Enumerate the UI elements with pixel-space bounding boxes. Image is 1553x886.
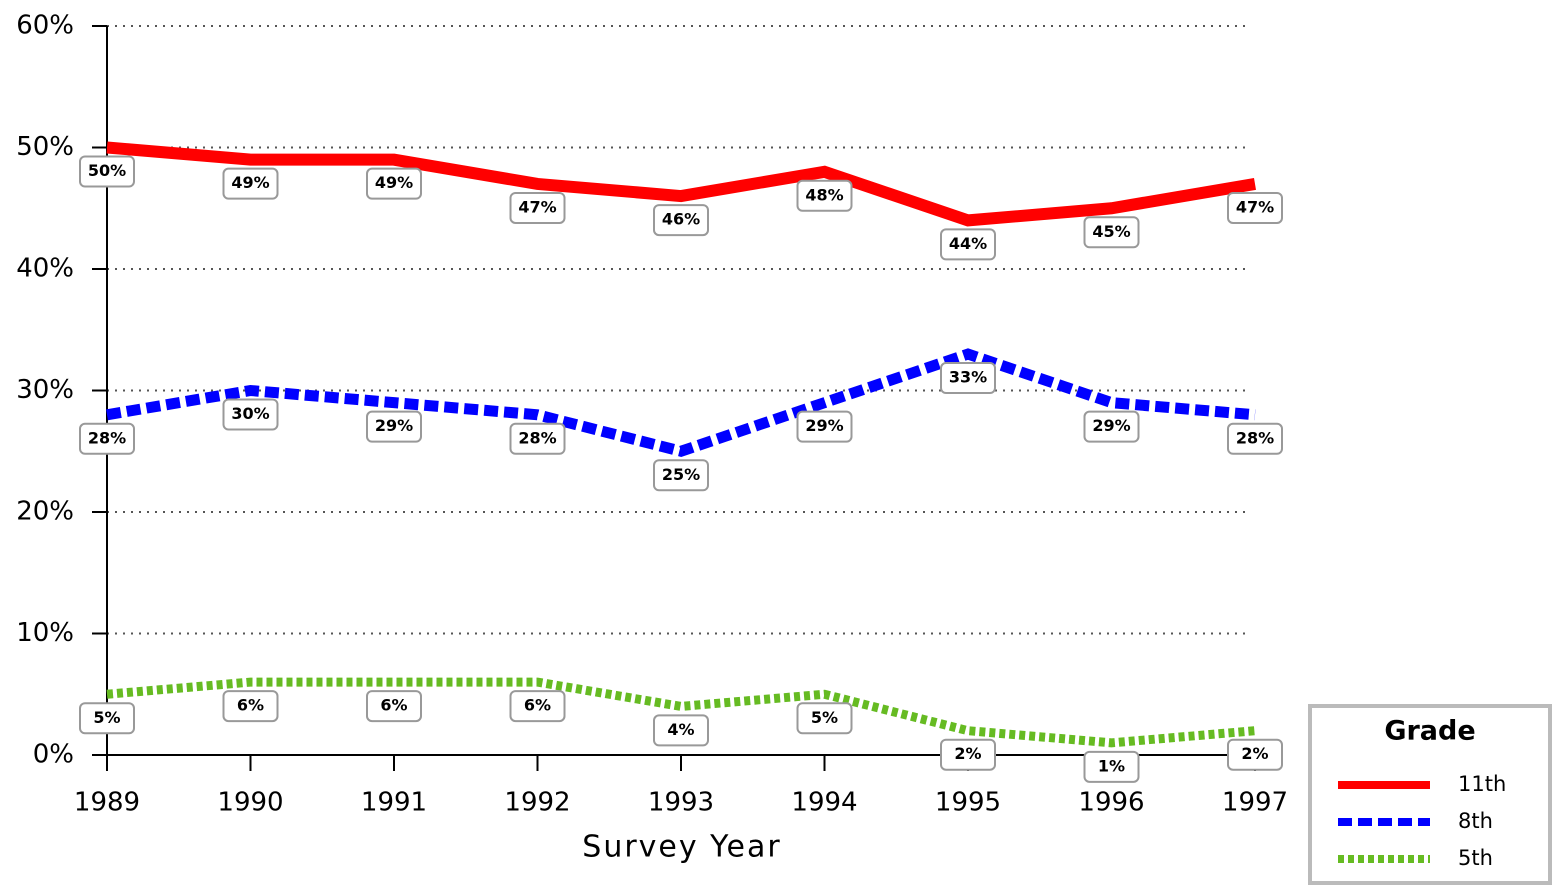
line-series: [106, 141, 1257, 227]
label-box: [509, 690, 566, 723]
label-box: [653, 714, 709, 747]
line-series: [106, 677, 1256, 748]
value-label: 6%: [524, 696, 551, 715]
value-label: 28%: [518, 428, 556, 447]
x-tick-label: 1989: [74, 788, 140, 818]
value-label: 30%: [231, 404, 269, 423]
y-tick-label: 60%: [16, 11, 74, 41]
label-box: [79, 702, 135, 735]
x-tick-label: 1997: [1222, 788, 1288, 818]
line-series: [106, 348, 1256, 457]
x-tick-label: 1993: [648, 788, 714, 818]
value-label: 49%: [231, 173, 269, 192]
value-label: 29%: [1092, 416, 1130, 435]
y-tick-label: 40%: [16, 254, 74, 284]
value-label: 5%: [93, 708, 120, 727]
x-tick-label: 1991: [361, 788, 427, 818]
label-box: [366, 167, 422, 200]
label-box: [1083, 750, 1140, 783]
label-box: [366, 690, 422, 723]
value-label: 5%: [811, 708, 838, 727]
value-label: 45%: [1092, 222, 1130, 241]
legend-title: Grade: [1384, 716, 1475, 747]
value-label: 6%: [380, 696, 407, 715]
label-box: [940, 228, 996, 261]
label-box: [222, 398, 279, 431]
y-tick-label: 50%: [16, 132, 74, 162]
value-label: 1%: [1098, 756, 1125, 775]
value-label: 2%: [1241, 744, 1268, 763]
label-box: [79, 422, 135, 455]
legend-box: [1308, 704, 1552, 885]
value-label: 48%: [805, 185, 843, 204]
label-box: [1227, 191, 1283, 224]
label-box: [796, 410, 853, 443]
legend-label: 8th: [1458, 809, 1493, 833]
label-box: [79, 155, 135, 188]
y-tick-label: 20%: [16, 497, 74, 527]
label-box: [1227, 422, 1283, 455]
value-label: 47%: [518, 197, 556, 216]
value-label: 25%: [662, 465, 700, 484]
value-label: 50%: [88, 161, 126, 180]
label-box: [653, 204, 709, 237]
value-label: 49%: [375, 173, 413, 192]
value-label: 44%: [949, 234, 987, 253]
label-box: [796, 702, 853, 735]
value-label: 4%: [667, 720, 694, 739]
x-tick-label: 1992: [504, 788, 570, 818]
x-tick-label: 1996: [1078, 788, 1144, 818]
label-box: [509, 191, 566, 224]
value-label: 29%: [375, 416, 413, 435]
y-tick-label: 0%: [33, 740, 74, 770]
x-axis-label: Survey Year: [582, 830, 781, 865]
value-label: 6%: [237, 696, 264, 715]
value-label: 46%: [662, 210, 700, 229]
value-label: 28%: [88, 428, 126, 447]
label-box: [653, 459, 709, 492]
y-tick-label: 30%: [16, 375, 74, 405]
label-box: [222, 690, 279, 723]
x-tick-label: 1990: [217, 788, 283, 818]
value-label: 47%: [1236, 197, 1274, 216]
label-box: [1227, 738, 1283, 771]
label-box: [1083, 410, 1140, 443]
label-box: [796, 179, 853, 212]
label-box: [366, 410, 422, 443]
y-tick-label: 10%: [16, 618, 74, 648]
label-box: [509, 422, 566, 455]
value-label: 2%: [954, 744, 981, 763]
value-label: 28%: [1236, 428, 1274, 447]
value-label: 29%: [805, 416, 843, 435]
x-tick-label: 1995: [935, 788, 1001, 818]
label-box: [940, 738, 996, 771]
legend-label: 11th: [1458, 772, 1506, 796]
label-box: [940, 362, 996, 395]
label-box: [1083, 216, 1140, 249]
legend-label: 5th: [1458, 846, 1493, 870]
label-box: [222, 167, 279, 200]
x-tick-label: 1994: [791, 788, 857, 818]
value-label: 33%: [949, 368, 987, 387]
